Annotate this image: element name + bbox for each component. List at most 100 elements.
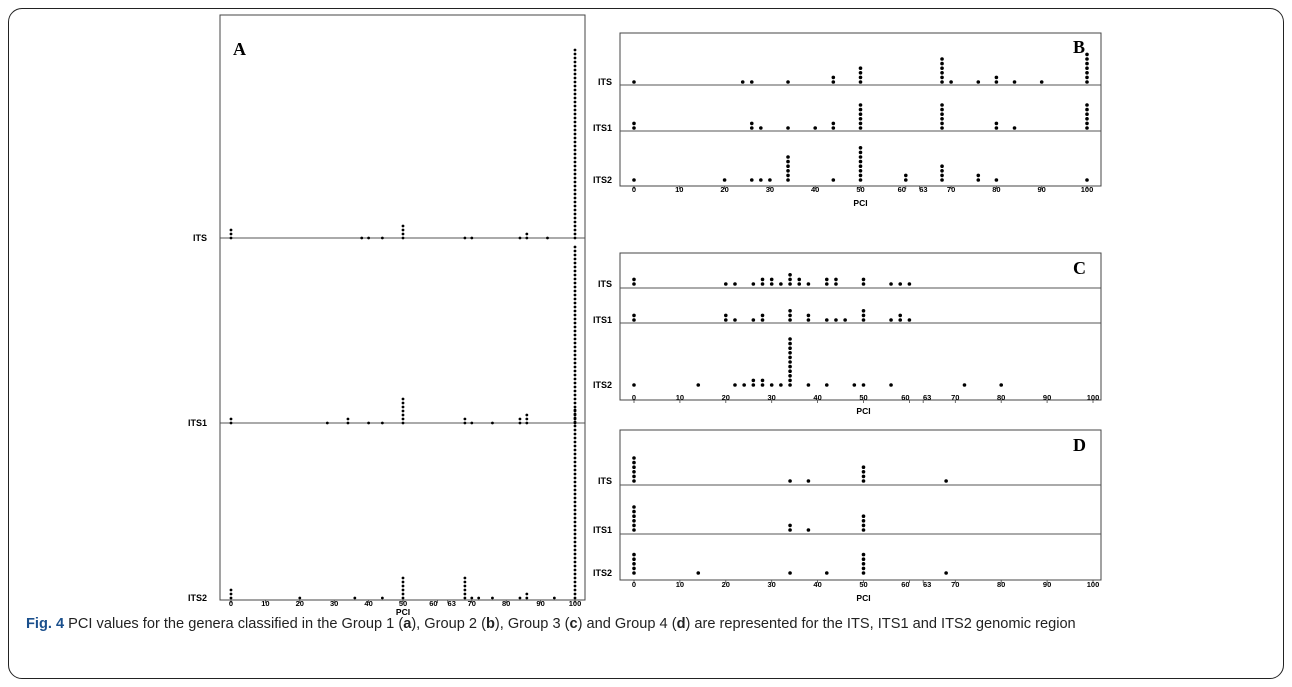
data-point [546, 236, 549, 240]
x-tick-label: 40 [364, 599, 372, 608]
data-point [786, 155, 790, 159]
data-point [632, 479, 636, 483]
data-point [573, 377, 577, 381]
data-point [858, 155, 863, 159]
data-point [788, 337, 792, 341]
data-point [573, 265, 577, 269]
data-point [229, 588, 233, 592]
data-point [940, 57, 944, 61]
data-point [573, 548, 577, 552]
data-point [824, 571, 829, 575]
data-point [380, 596, 384, 600]
data-point [573, 428, 577, 432]
data-point [994, 178, 999, 182]
data-point [632, 456, 636, 460]
panel-frame [619, 429, 1102, 581]
caption-text-1: PCI values for the genera classified in … [64, 616, 404, 632]
data-point [573, 48, 577, 52]
data-point [976, 80, 981, 84]
data-point [573, 253, 577, 257]
data-point [573, 204, 577, 208]
data-point [573, 385, 577, 389]
data-point [861, 562, 866, 566]
data-point [861, 519, 866, 523]
data-point [889, 383, 893, 387]
data-point [861, 465, 866, 470]
data-point [325, 421, 329, 425]
data-point [632, 514, 636, 518]
data-point [751, 378, 756, 383]
data-point [573, 257, 577, 261]
data-point [573, 564, 577, 568]
data-point [573, 200, 577, 204]
data-point [573, 389, 577, 393]
data-point [573, 393, 577, 397]
data-point [994, 121, 999, 126]
data-point [573, 281, 577, 285]
x-tick-label: 30 [330, 599, 338, 608]
data-point [525, 421, 529, 425]
row-label-its2: ITS2 [593, 380, 612, 390]
caption-ref-b: b [485, 616, 495, 632]
caption-ref-d: d [676, 616, 686, 632]
data-point [525, 596, 529, 600]
data-point [760, 383, 765, 387]
data-point [573, 528, 577, 532]
data-point [491, 596, 494, 600]
data-point [401, 580, 405, 584]
data-point [632, 523, 636, 528]
caption-text-5: ) are represented for the ITS, ITS1 and … [685, 616, 1076, 632]
data-point [573, 560, 577, 564]
data-point [632, 121, 636, 126]
x-tick-label: 10 [676, 393, 684, 402]
x-tick-label: 0 [632, 393, 636, 402]
x-tick-label: 63 [923, 393, 931, 402]
data-point [573, 293, 577, 297]
data-point [788, 341, 792, 346]
data-point [573, 100, 577, 104]
data-point [788, 374, 792, 378]
data-point [573, 580, 577, 584]
data-point [573, 361, 577, 365]
data-point [573, 172, 577, 176]
data-point [632, 126, 636, 130]
data-point [573, 357, 577, 361]
data-point [573, 568, 577, 572]
data-point [573, 128, 577, 132]
data-point [573, 556, 577, 560]
row-label-its1: ITS1 [593, 315, 612, 325]
data-point [573, 460, 577, 464]
data-point [786, 169, 790, 173]
data-point [573, 236, 577, 240]
x-tick-label: 70 [947, 185, 955, 194]
data-point [1085, 71, 1089, 75]
row-label-its2: ITS2 [593, 568, 612, 578]
data-point [401, 397, 405, 401]
data-point [229, 421, 233, 425]
data-point [573, 96, 577, 100]
data-point [769, 383, 774, 387]
data-point [401, 576, 405, 580]
x-tick-label: 63 [923, 580, 931, 589]
data-point [898, 313, 903, 318]
x-tick-label: 40 [813, 580, 821, 589]
data-point [724, 318, 728, 322]
x-tick-label: 80 [997, 393, 1005, 402]
data-point [632, 460, 636, 465]
data-point [573, 520, 577, 524]
panel-d: ITS ITS1 ITS2 0 10 20 30 40 50 60 63 70 80 90 100 PCI D [593, 429, 1102, 603]
data-point [470, 596, 474, 600]
data-point [632, 277, 636, 282]
data-point [632, 552, 636, 557]
data-point [573, 408, 577, 412]
data-point [632, 505, 636, 509]
data-point [401, 588, 405, 592]
data-point [573, 228, 577, 232]
x-tick-label: 90 [1043, 580, 1051, 589]
data-point [1085, 57, 1089, 61]
data-point [573, 572, 577, 576]
data-point [573, 484, 577, 488]
data-point [518, 417, 522, 421]
data-point [632, 80, 636, 84]
